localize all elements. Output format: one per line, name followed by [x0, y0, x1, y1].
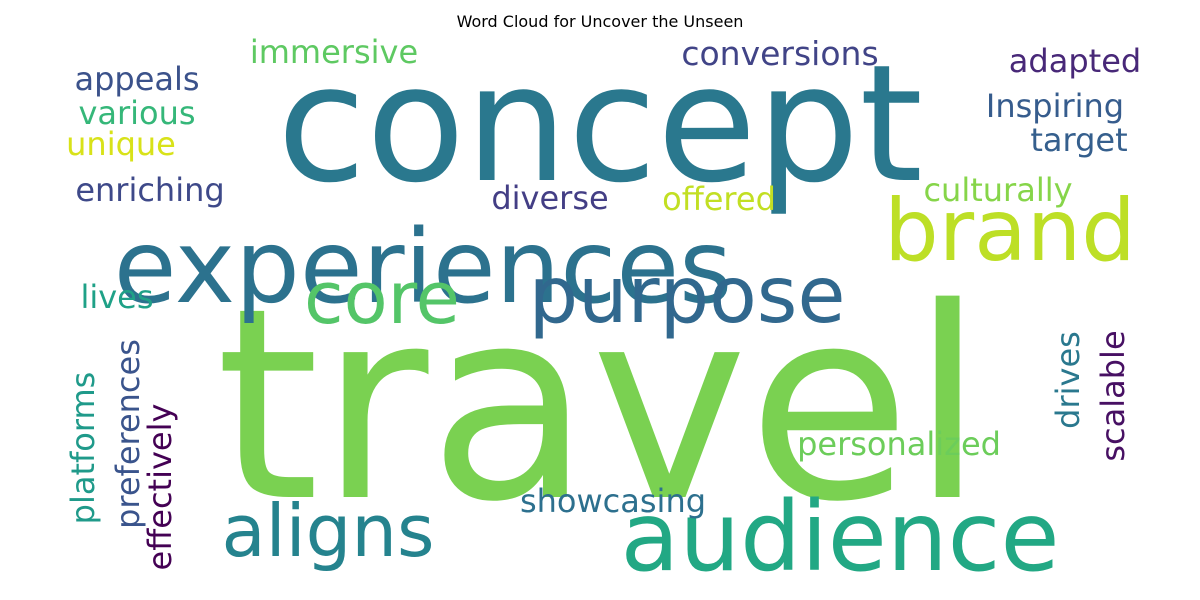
word-diverse: diverse [491, 179, 608, 217]
word-aligns: aligns [222, 489, 435, 573]
word-culturally: culturally [923, 171, 1072, 209]
word-various: various [78, 94, 195, 132]
word-target: target [1030, 121, 1127, 159]
word-preferences: drives [1049, 331, 1087, 429]
word-brand: brand [884, 181, 1136, 281]
word-immersive: immersive [250, 33, 418, 71]
word-showcasing: preferences [109, 339, 147, 529]
word-purpose: purpose [529, 251, 846, 341]
word-offered: offered [662, 180, 776, 218]
word-inspiring: Inspiring [986, 87, 1124, 125]
word-drives: personalized [797, 425, 1001, 463]
word-conversions: conversions [681, 34, 878, 73]
word-experiences: experiences [114, 208, 732, 327]
word-enriching: enriching [75, 171, 224, 209]
word-unique: unique [66, 125, 176, 163]
word-platforms: effectively [141, 404, 179, 571]
word-core: core [304, 256, 460, 340]
word-lives: lives [80, 278, 153, 316]
word-audience: audience [620, 481, 1059, 593]
chart-title: Word Cloud for Uncover the Unseen [456, 12, 744, 31]
word-personalized: platforms [64, 372, 102, 525]
word-adapted: adapted [1009, 42, 1141, 80]
word-travel: travel [216, 252, 985, 560]
word-effectively: scalable [1094, 330, 1132, 461]
word-appeals: appeals [74, 60, 199, 98]
word-concept: concept [277, 31, 923, 219]
word-scalable: showcasing [520, 482, 706, 520]
